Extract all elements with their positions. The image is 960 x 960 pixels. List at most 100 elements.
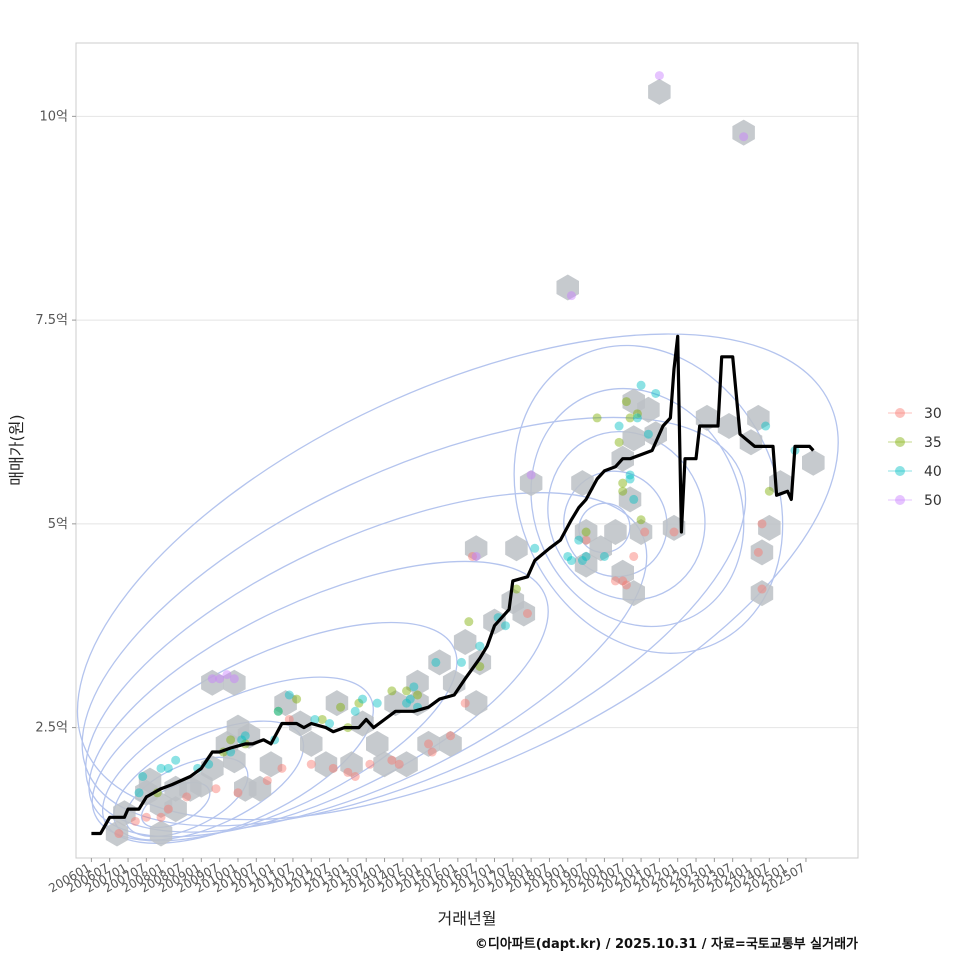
point-50 [654, 71, 664, 81]
point-30 [467, 551, 477, 561]
point-40 [409, 682, 419, 692]
credit-text: ©디아파트(dapt.kr) / 2025.10.31 / 자료=국토교통부 실… [475, 936, 858, 952]
point-35 [592, 413, 602, 423]
density-contours [76, 333, 839, 844]
point-40 [651, 388, 661, 398]
hex-bin [512, 600, 536, 627]
point-30 [424, 739, 434, 749]
hex-bin [717, 413, 741, 439]
point-40 [237, 735, 247, 745]
point-40 [171, 755, 181, 765]
hex-bin [618, 486, 642, 513]
hex-bin [732, 119, 755, 146]
point-35 [621, 397, 631, 407]
hex-bin [758, 514, 781, 541]
legend-key-point [895, 408, 905, 418]
point-30 [621, 580, 631, 590]
point-40 [643, 429, 653, 439]
hex-bin [138, 767, 162, 794]
density-contour [563, 470, 668, 578]
point-40 [273, 706, 283, 716]
point-35 [273, 706, 283, 716]
hex-bin [149, 820, 173, 847]
point-40 [500, 621, 510, 631]
point-30 [757, 584, 767, 594]
hex-bin [395, 751, 418, 778]
hex-bin [274, 690, 297, 717]
hex-bin [373, 751, 396, 778]
point-30 [343, 767, 353, 777]
point-30 [522, 609, 532, 618]
point-35 [511, 584, 521, 594]
point-30 [365, 759, 375, 769]
point-30 [141, 812, 151, 822]
point-30 [306, 759, 316, 769]
point-40 [761, 421, 771, 431]
point-30 [753, 547, 763, 557]
legend-key-point [895, 437, 905, 447]
point-30 [618, 576, 628, 586]
point-40 [632, 413, 642, 423]
hex-bin [629, 519, 653, 545]
point-30 [277, 763, 287, 773]
point-40 [402, 698, 412, 708]
point-40 [372, 698, 382, 708]
hex-bin [201, 669, 224, 696]
point-40 [599, 551, 609, 561]
point-40 [625, 470, 635, 480]
hex-bin [468, 649, 492, 676]
point-50 [215, 674, 225, 684]
hex-bin [164, 796, 187, 823]
hex-bin [325, 690, 349, 717]
point-35 [618, 478, 628, 488]
point-40 [530, 543, 540, 553]
point-30 [328, 763, 338, 773]
hex-bin [439, 730, 462, 757]
point-30 [114, 829, 124, 839]
y-axis-ticks: 2.5억 5억 7.5억 10억 [35, 109, 76, 736]
point-50 [229, 674, 239, 684]
point-50 [207, 674, 217, 684]
y-axis-label: 매매가(원) [7, 414, 26, 485]
point-40 [614, 421, 624, 431]
point-40 [574, 535, 584, 545]
scatter-points [114, 71, 800, 839]
point-35 [581, 527, 591, 537]
point-30 [350, 772, 360, 781]
hex-bin [571, 470, 594, 497]
point-35 [292, 694, 302, 704]
hex-bin [556, 274, 579, 301]
hex-bin [223, 669, 246, 696]
point-30 [163, 804, 173, 814]
point-35 [464, 617, 474, 627]
point-40 [284, 690, 294, 700]
point-40 [325, 719, 335, 729]
hex-bin [366, 730, 389, 757]
point-40 [563, 551, 573, 561]
hex-bin [604, 519, 627, 545]
point-40 [577, 556, 587, 566]
density-contour [88, 560, 549, 838]
point-35 [764, 486, 774, 496]
median-line-group [91, 334, 815, 836]
point-40 [350, 706, 360, 716]
hex-bin [574, 551, 598, 578]
hex-bin [648, 78, 671, 105]
hex-bin [519, 470, 543, 497]
point-40 [156, 763, 166, 773]
hex-bin [622, 580, 645, 607]
y-tick-label: 5억 [48, 517, 68, 532]
point-50 [566, 291, 576, 301]
point-40 [240, 731, 250, 741]
x-axis-label: 거래년월 [438, 909, 497, 928]
point-50 [222, 670, 232, 680]
point-30 [233, 788, 243, 798]
point-30 [394, 759, 404, 769]
legend-label: 35 [924, 435, 942, 451]
hex-bins [105, 78, 825, 847]
point-40 [138, 772, 148, 781]
point-30 [182, 792, 192, 802]
point-50 [526, 470, 536, 480]
point-30 [262, 776, 272, 786]
point-30 [757, 519, 767, 529]
